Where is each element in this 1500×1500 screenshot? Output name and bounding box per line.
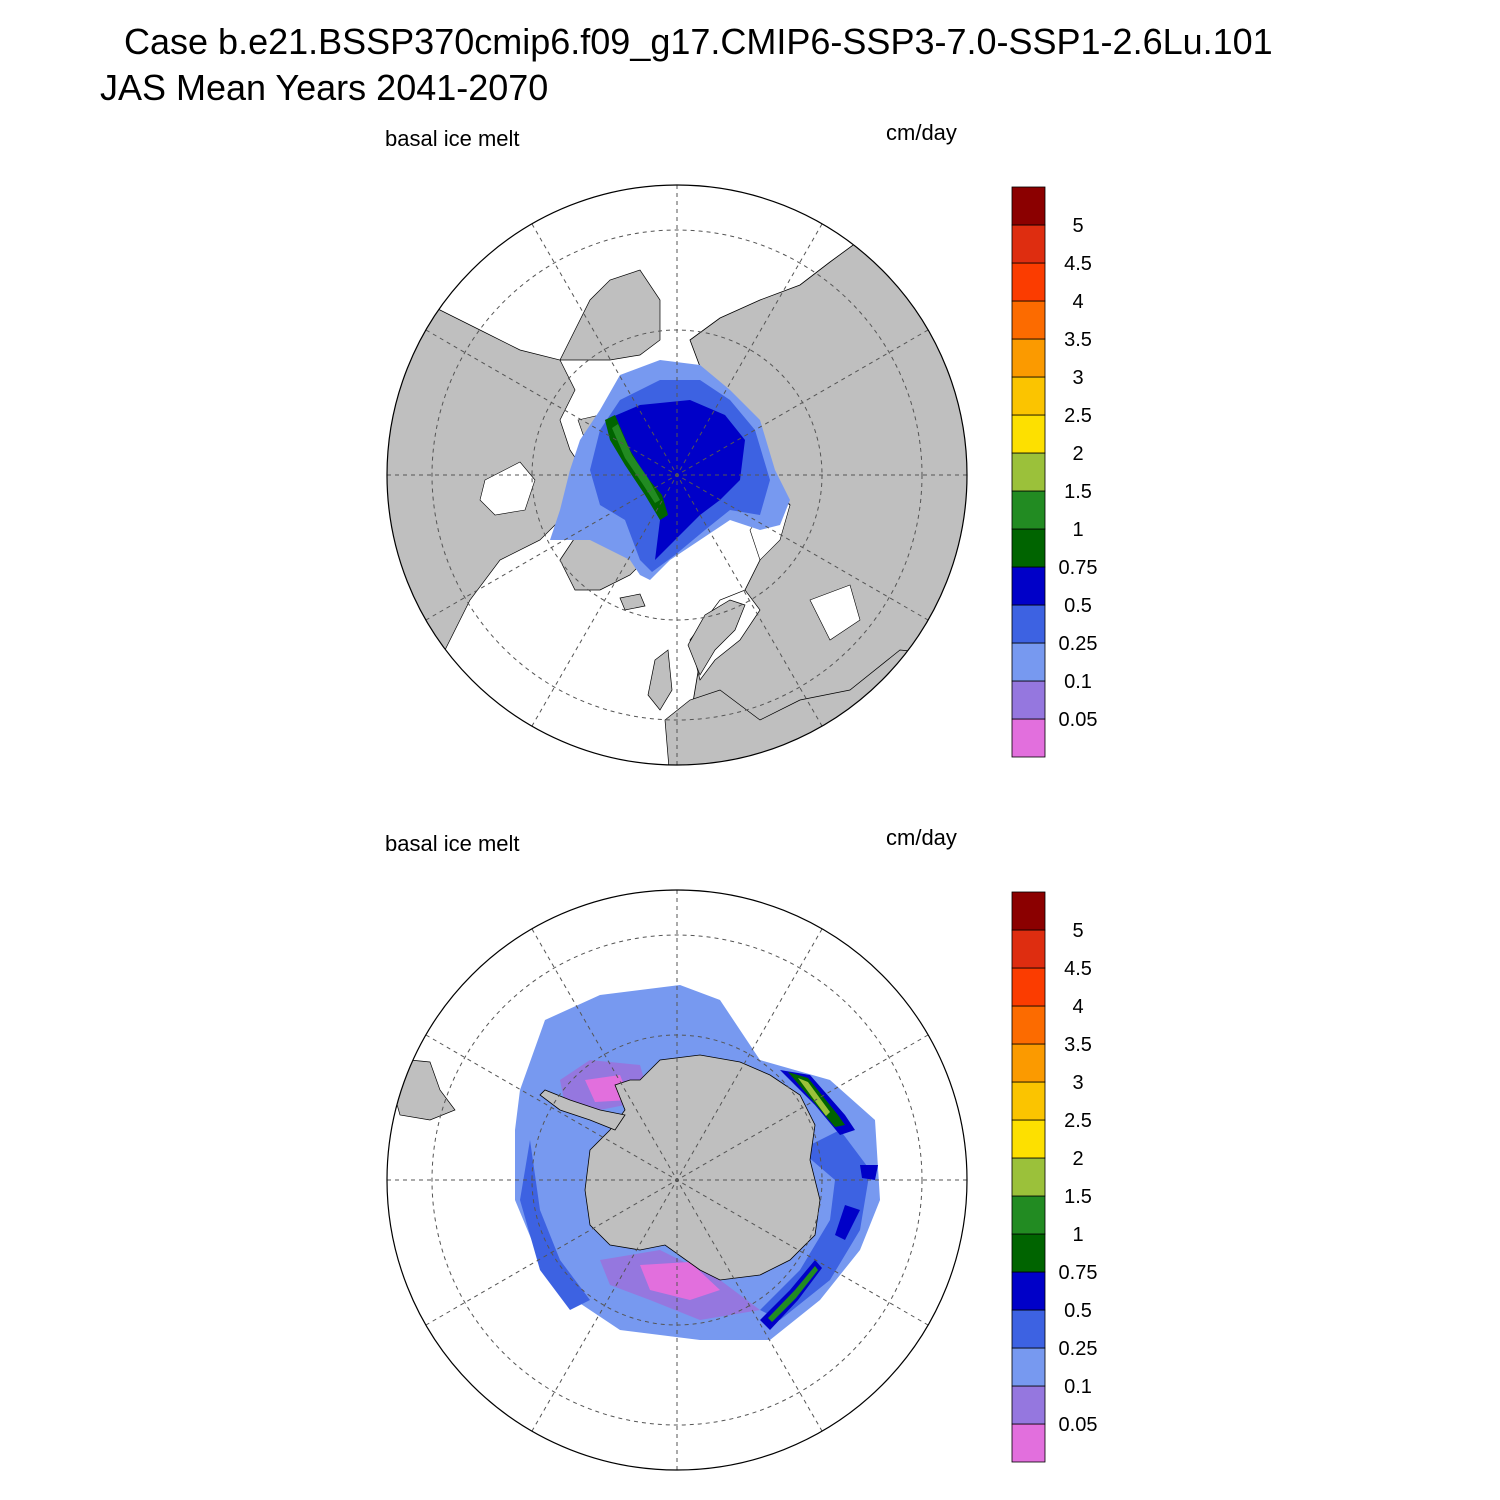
north-colorbar-tick-label: 0.75 [1059, 557, 1098, 579]
south-polar-map [386, 889, 968, 1471]
north-colorbar-tick-label: 0.05 [1059, 709, 1098, 731]
north-colorbar-box [1011, 262, 1046, 302]
north-colorbar-tick-label: 0.1 [1064, 671, 1092, 693]
south-colorbar-box [1011, 1423, 1046, 1463]
south-colorbar-box [1011, 1347, 1046, 1387]
south-colorbar-box [1011, 1005, 1046, 1045]
south-colorbar-box [1011, 1195, 1046, 1235]
north-colorbar-tick-label: 4 [1072, 291, 1083, 313]
north-colorbar-box [1011, 224, 1046, 264]
south-panel-units-label: cm/day [886, 825, 957, 850]
south-ice-melt-0.5c [835, 1205, 860, 1240]
north-ice-melt-1.0 [612, 424, 660, 503]
south-colorbar-tick-label: 0.1 [1064, 1376, 1092, 1398]
north-sea-white [809, 584, 861, 641]
north-colorbar: 0.05 0.1 0.25 0.5 0.75 1 1.5 2 2.5 3 3.5 4 4.5 5 [1011, 186, 1098, 758]
south-colorbar-tick-label: 3.5 [1064, 1034, 1092, 1056]
south-colorbar-box [1011, 1385, 1046, 1425]
south-ice-melt-0.5d [860, 1165, 878, 1180]
north-colorbar-box [1011, 566, 1046, 606]
north-colorbar-tick-label: 1 [1072, 519, 1083, 541]
north-colorbar-tick-label: 2.5 [1064, 405, 1092, 427]
south-colorbar-box [1011, 1233, 1046, 1273]
north-colorbar-tick-label: 0.25 [1059, 633, 1098, 655]
south-colorbar: 0.05 0.1 0.25 0.5 0.75 1 1.5 2 2.5 3 3.5 4 4.5 5 [1011, 891, 1098, 1463]
north-colorbar-tick-label: 5 [1072, 215, 1083, 237]
north-land-alaska [559, 269, 661, 361]
north-land-iceland [619, 593, 646, 611]
north-panel-units-label: cm/day [886, 120, 957, 145]
north-colorbar-box [1011, 604, 1046, 644]
north-panel-variable-label: basal ice melt [385, 126, 520, 151]
south-colorbar-box [1011, 1043, 1046, 1083]
south-land-antarctica [584, 1054, 821, 1281]
north-colorbar-box [1011, 186, 1046, 226]
figure-title-line-2: JAS Mean Years 2041-2070 [100, 67, 549, 108]
north-land-britain [647, 649, 673, 711]
south-colorbar-tick-label: 5 [1072, 920, 1083, 942]
north-graticule [387, 185, 967, 765]
north-colorbar-tick-label: 3.5 [1064, 329, 1092, 351]
south-colorbar-tick-label: 2 [1072, 1148, 1083, 1170]
south-land-and-ice [389, 985, 880, 1340]
north-colorbar-box [1011, 414, 1046, 454]
north-map-border [386, 184, 968, 766]
south-panel-variable-label: basal ice melt [385, 831, 520, 856]
south-colorbar-box [1011, 967, 1046, 1007]
south-colorbar-tick-label: 0.25 [1059, 1338, 1098, 1360]
south-colorbar-box [1011, 891, 1046, 931]
south-colorbar-box [1011, 929, 1046, 969]
south-colorbar-box [1011, 1309, 1046, 1349]
south-colorbar-box [1011, 1157, 1046, 1197]
north-colorbar-box [1011, 338, 1046, 378]
figure-title-line-1: Case b.e21.BSSP370cmip6.f09_g17.CMIP6-SS… [124, 21, 1273, 62]
south-colorbar-tick-label: 0.75 [1059, 1262, 1098, 1284]
north-colorbar-tick-label: 1.5 [1064, 481, 1092, 503]
south-colorbar-tick-label: 0.05 [1059, 1414, 1098, 1436]
south-colorbar-tick-label: 1.5 [1064, 1186, 1092, 1208]
south-ice-melt-lowest-b [640, 1262, 720, 1300]
north-colorbar-tick-label: 3 [1072, 367, 1083, 389]
north-sea-hudson-bay [479, 461, 536, 516]
north-ice-melt-0.5 [605, 400, 745, 560]
south-ice-melt-0.25 [520, 1140, 590, 1310]
south-land-antarctic-peninsula [539, 1089, 626, 1131]
south-graticule [387, 890, 967, 1470]
south-colorbar-box [1011, 1119, 1046, 1159]
south-colorbar-tick-label: 0.5 [1064, 1300, 1092, 1322]
north-colorbar-box [1011, 642, 1046, 682]
north-colorbar-box [1011, 528, 1046, 568]
south-colorbar-tick-label: 1 [1072, 1224, 1083, 1246]
south-colorbar-box [1011, 1081, 1046, 1121]
north-polar-map [386, 184, 968, 766]
north-colorbar-box [1011, 300, 1046, 340]
north-colorbar-box [1011, 452, 1046, 492]
north-colorbar-tick-label: 2 [1072, 443, 1083, 465]
north-colorbar-box [1011, 718, 1046, 758]
south-ice-melt-1.5 [798, 1078, 830, 1116]
south-map-border [386, 889, 968, 1471]
north-land-norway [687, 599, 746, 676]
north-colorbar-tick-label: 0.5 [1064, 595, 1092, 617]
south-colorbar-tick-label: 4 [1072, 996, 1083, 1018]
south-ice-melt-0.25b [760, 1130, 870, 1320]
south-colorbar-tick-label: 2.5 [1064, 1110, 1092, 1132]
north-colorbar-box [1011, 376, 1046, 416]
north-colorbar-tick-label: 4.5 [1064, 253, 1092, 275]
south-ice-melt-1.0b [768, 1266, 818, 1322]
north-colorbar-box [1011, 680, 1046, 720]
north-colorbar-box [1011, 490, 1046, 530]
south-colorbar-tick-label: 3 [1072, 1072, 1083, 1094]
south-colorbar-box [1011, 1271, 1046, 1311]
south-colorbar-tick-label: 4.5 [1064, 958, 1092, 980]
